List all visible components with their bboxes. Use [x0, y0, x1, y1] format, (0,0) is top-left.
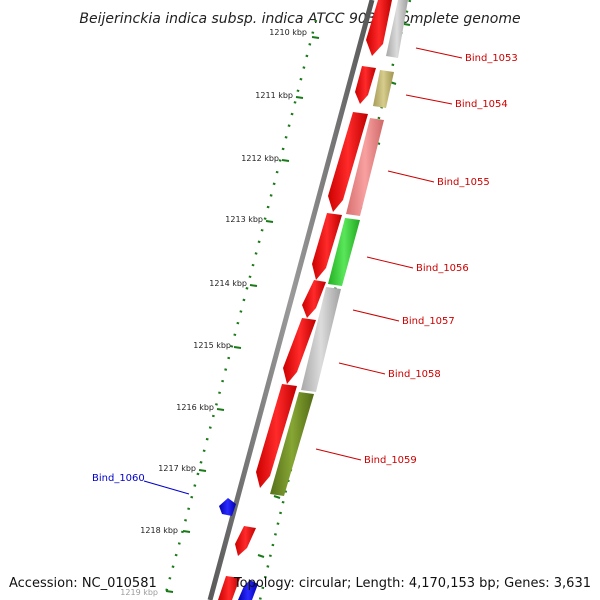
cds-bind-1056	[312, 213, 342, 280]
cds-red-lower	[235, 526, 256, 556]
category-block-grey-top	[386, 0, 408, 58]
cds-red-bottom	[218, 576, 240, 600]
genome-summary-text: Topology: circular; Length: 4,170,153 bp…	[233, 576, 591, 591]
kbp-major-ticks	[165, 36, 320, 593]
category-block-grey	[301, 287, 341, 392]
gene-label-bind-1054[interactable]: Bind_1054	[455, 99, 508, 110]
cds-blue-bottom	[238, 580, 258, 600]
cds-bind-1060	[219, 498, 236, 516]
category-block-pink	[346, 118, 384, 216]
gene-label-bind-1060[interactable]: Bind_1060	[92, 473, 145, 484]
gene-label-bind-1055[interactable]: Bind_1055	[437, 177, 490, 188]
kbp-label-1213: 1213 kbp	[225, 215, 263, 224]
category-block-tan	[373, 70, 394, 108]
cds-bind-1058	[283, 318, 316, 384]
kbp-label-1214: 1214 kbp	[209, 279, 247, 288]
cds-bind-1054	[355, 66, 376, 104]
gene-label-bind-1058[interactable]: Bind_1058	[388, 369, 441, 380]
cds-bind-1055	[328, 112, 368, 212]
cds-bind-1053	[366, 0, 392, 56]
kbp-label-1215: 1215 kbp	[193, 341, 231, 350]
gene-label-bind-1057[interactable]: Bind_1057	[402, 316, 455, 327]
reverse-cds	[219, 498, 258, 600]
category-block-lime	[328, 218, 360, 286]
kbp-label-1212: 1212 kbp	[241, 154, 279, 163]
forward-cds	[218, 0, 392, 600]
cds-bind-1057a	[302, 280, 326, 318]
category-ring	[270, 0, 408, 496]
kbp-label-1218: 1218 kbp	[140, 526, 178, 535]
gene-label-bind-1056[interactable]: Bind_1056	[416, 263, 469, 274]
label-leaders	[143, 47, 463, 495]
gene-label-bind-1053[interactable]: Bind_1053	[465, 53, 518, 64]
genome-backbone	[207, 0, 375, 600]
kbp-label-1210: 1210 kbp	[269, 28, 307, 37]
kbp-label-1211: 1211 kbp	[255, 91, 293, 100]
kbp-label-1217: 1217 kbp	[158, 464, 196, 473]
category-block-olive	[270, 392, 314, 496]
gene-label-bind-1059[interactable]: Bind_1059	[364, 455, 417, 466]
kbp-label-1219: 1219 kbp	[120, 588, 158, 597]
kbp-label-1216: 1216 kbp	[176, 403, 214, 412]
map-title: Beijerinckia indica subsp. indica ATCC 9…	[79, 11, 520, 27]
accession-text: Accession: NC_010581	[9, 576, 157, 591]
kbp-scale-track	[162, 19, 318, 600]
cds-bind-1059	[256, 384, 297, 488]
